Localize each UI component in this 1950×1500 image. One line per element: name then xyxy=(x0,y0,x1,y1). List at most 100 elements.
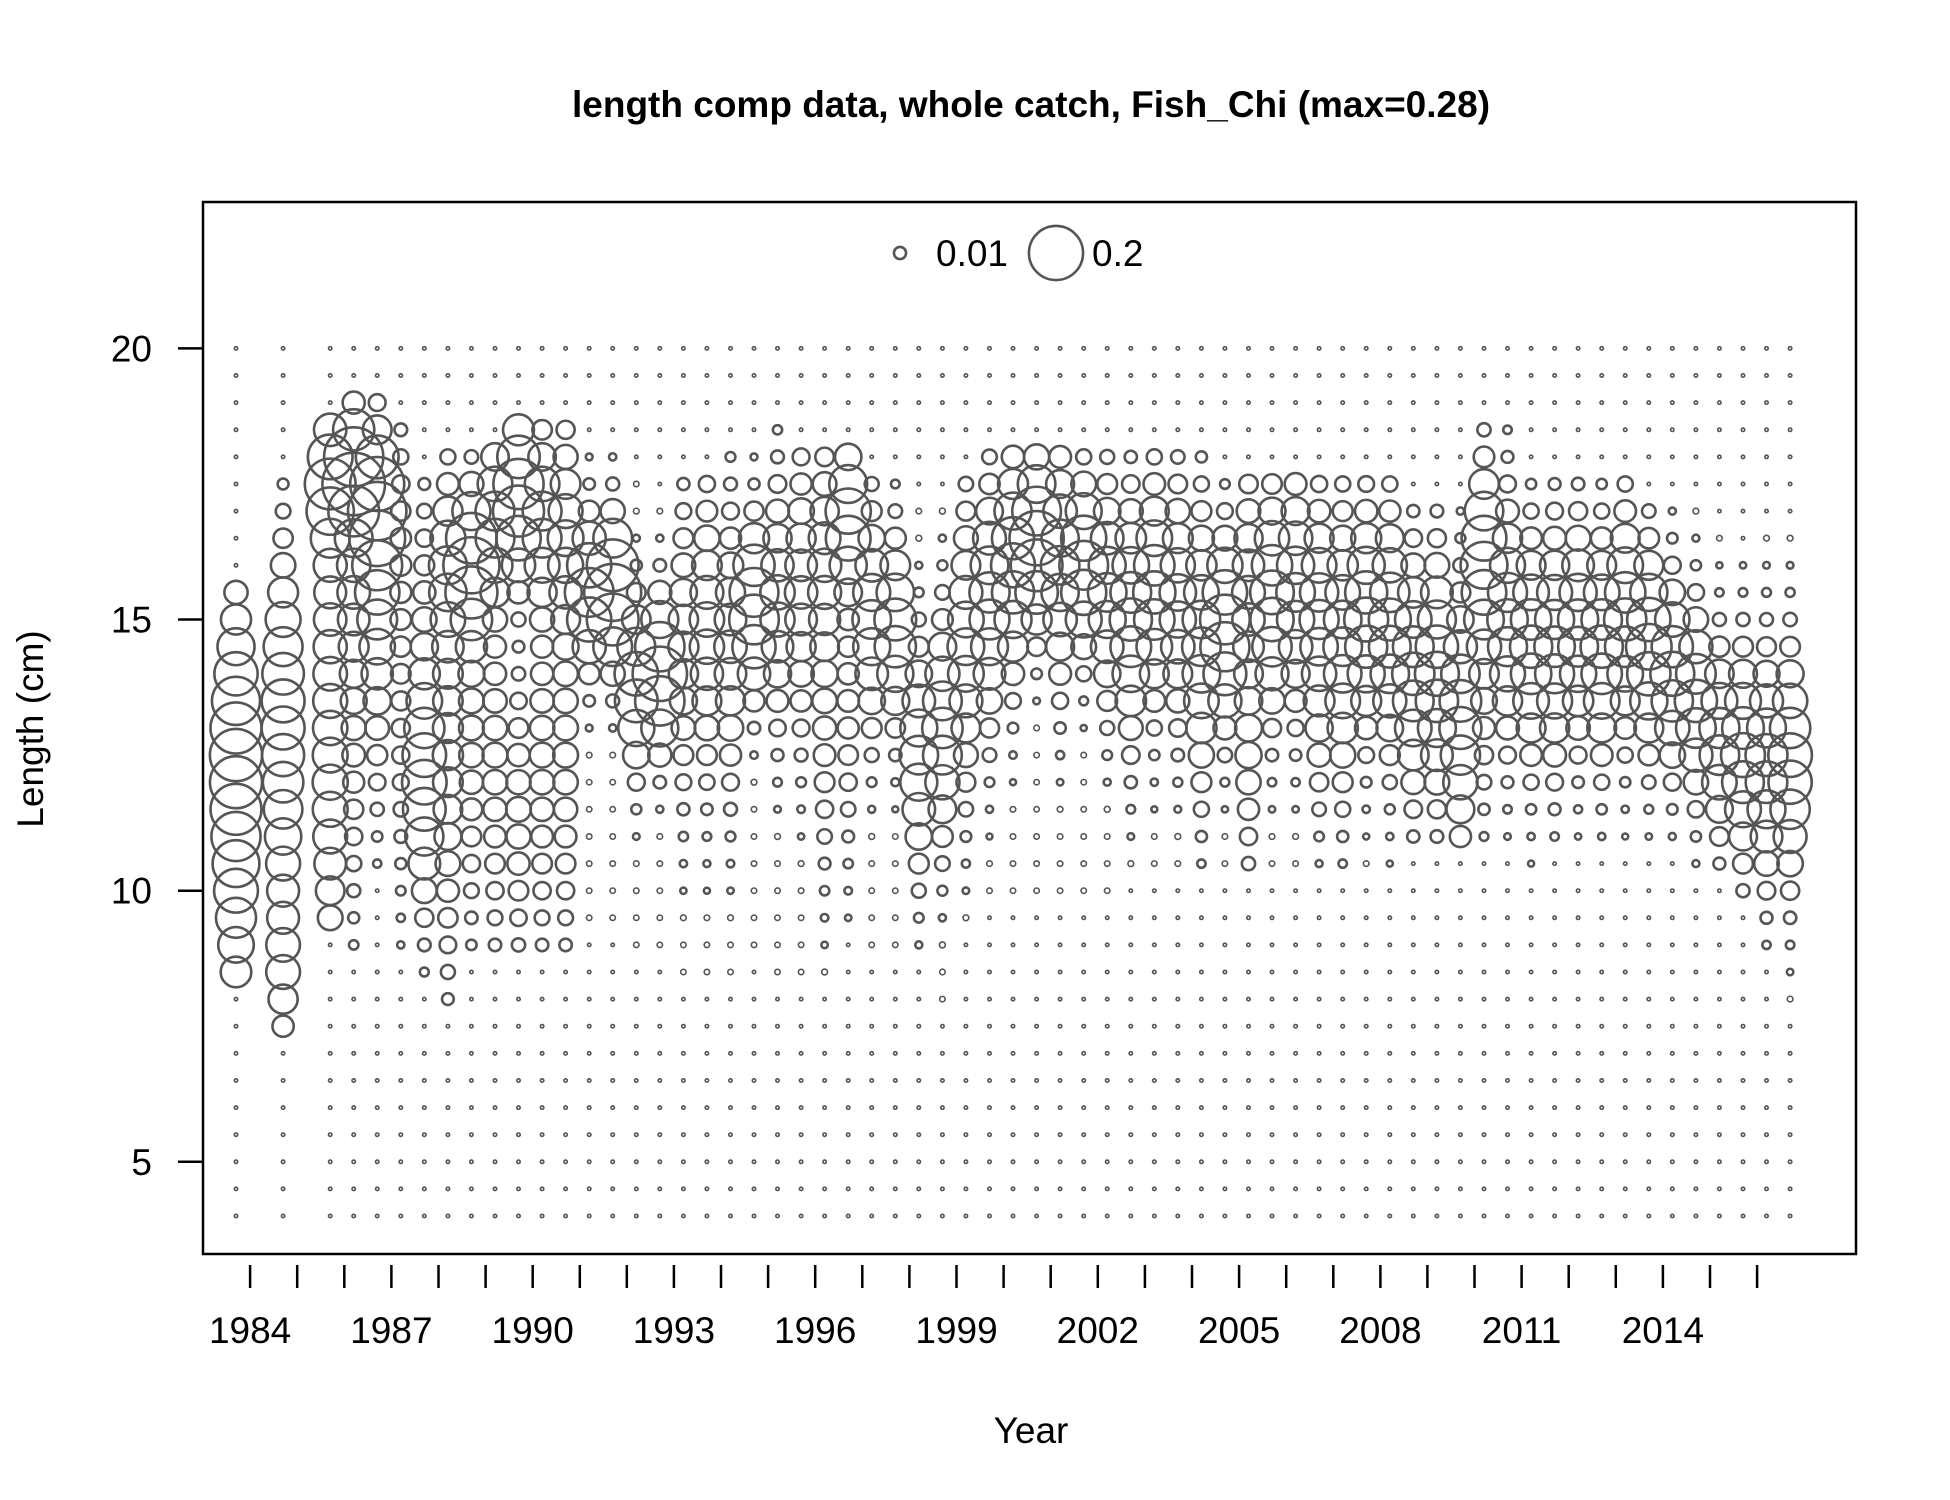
bubble xyxy=(468,345,474,351)
bubble xyxy=(468,1186,474,1192)
bubble xyxy=(1535,573,1574,612)
bubble xyxy=(233,345,239,351)
bubble xyxy=(869,969,875,975)
bubble xyxy=(784,602,819,637)
bubble xyxy=(1752,850,1781,878)
bubble xyxy=(1245,1050,1252,1056)
bubble xyxy=(689,574,725,611)
bubble xyxy=(398,1132,404,1138)
bubble xyxy=(1151,372,1157,379)
bubble xyxy=(1693,345,1699,351)
bubble xyxy=(657,1105,663,1111)
bubble xyxy=(1522,502,1540,520)
bubble xyxy=(1010,1213,1016,1219)
bubble xyxy=(822,427,828,433)
bubble xyxy=(355,598,399,641)
bubble xyxy=(492,1023,498,1029)
bubble xyxy=(445,1132,451,1138)
bubble xyxy=(1151,996,1157,1002)
bubble xyxy=(680,372,686,379)
bubble xyxy=(311,682,349,720)
bubble xyxy=(585,805,593,813)
bubble xyxy=(501,413,536,447)
bubble xyxy=(563,969,569,975)
bubble xyxy=(1643,803,1655,816)
bubble xyxy=(390,473,411,495)
bubble xyxy=(209,782,263,837)
bubble xyxy=(374,1132,380,1138)
bubble xyxy=(1288,748,1303,763)
bubble xyxy=(869,1105,875,1111)
bubble xyxy=(1198,969,1204,975)
bubble xyxy=(233,372,239,379)
bubble xyxy=(845,345,851,351)
bubble xyxy=(1504,1077,1511,1084)
bubble xyxy=(1216,746,1234,764)
bubble xyxy=(539,400,545,406)
bubble xyxy=(1457,1159,1463,1165)
bubble xyxy=(1448,824,1473,849)
bubble xyxy=(1057,345,1063,351)
bubble xyxy=(1363,888,1369,894)
bubble xyxy=(1459,540,1509,591)
bubble xyxy=(1434,1105,1440,1111)
bubble xyxy=(1159,546,1197,584)
bubble xyxy=(1293,1159,1299,1165)
bubble xyxy=(1357,474,1376,494)
bubble xyxy=(609,914,617,922)
bubble xyxy=(1064,491,1103,531)
bubble xyxy=(1410,861,1416,867)
bubble xyxy=(1547,476,1562,492)
bubble xyxy=(1667,831,1678,842)
bubble xyxy=(1785,967,1795,977)
bubble xyxy=(1599,915,1605,921)
bubble xyxy=(1387,372,1393,379)
bubble xyxy=(798,427,804,433)
bubble xyxy=(1486,571,1529,614)
bubble xyxy=(374,1077,380,1084)
bubble xyxy=(1222,454,1228,460)
bubble xyxy=(1010,485,1063,537)
bubble xyxy=(1522,773,1540,792)
bubble xyxy=(1363,915,1369,921)
bubble xyxy=(1740,942,1746,948)
bubble xyxy=(421,1050,427,1056)
bubble xyxy=(1343,570,1389,615)
bubble xyxy=(1102,777,1113,788)
bubble xyxy=(1552,1132,1558,1138)
bubble xyxy=(1712,856,1727,871)
bubble xyxy=(1787,1213,1793,1219)
bubble xyxy=(1646,969,1652,975)
bubble xyxy=(1340,400,1346,406)
bubble xyxy=(841,829,856,844)
bubble xyxy=(1369,653,1411,695)
bubble xyxy=(1010,1023,1016,1029)
bubble xyxy=(713,602,748,637)
bubble xyxy=(1080,887,1088,895)
bubble xyxy=(1123,449,1139,465)
bubble xyxy=(1582,573,1621,612)
bubble xyxy=(1151,1186,1157,1192)
bubble xyxy=(1081,1159,1087,1165)
bubble xyxy=(1230,574,1267,611)
bubble xyxy=(1426,798,1448,820)
bubble xyxy=(390,745,411,766)
bubble xyxy=(1175,372,1181,379)
bubble xyxy=(482,796,508,823)
bubble xyxy=(1128,915,1134,921)
bubble xyxy=(1044,468,1076,500)
y-tick-label: 5 xyxy=(131,1142,152,1183)
bubble xyxy=(1481,969,1487,975)
bubble xyxy=(401,731,448,779)
bubble xyxy=(845,400,851,406)
bubble xyxy=(1644,831,1654,842)
bubble xyxy=(986,1023,993,1029)
bubble xyxy=(486,909,504,927)
bubble xyxy=(1740,1159,1746,1165)
bubble xyxy=(1622,372,1628,379)
bubble xyxy=(774,1023,781,1029)
bubble xyxy=(633,1023,639,1029)
x-tick-label: 1999 xyxy=(915,1310,997,1351)
bubble xyxy=(1481,942,1487,948)
